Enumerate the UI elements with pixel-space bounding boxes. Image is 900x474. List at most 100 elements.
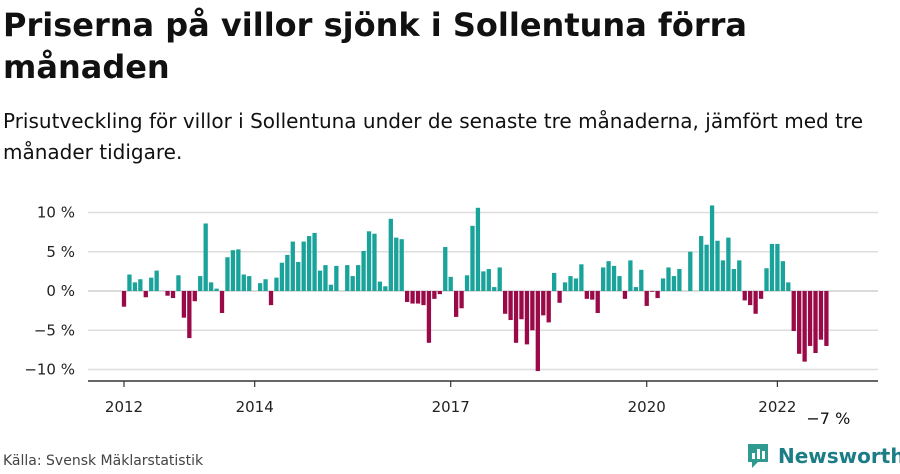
bar <box>296 261 301 291</box>
bar <box>573 278 579 291</box>
bar <box>535 291 540 372</box>
bar <box>606 261 611 291</box>
bar <box>579 264 584 291</box>
bar <box>165 291 170 296</box>
bar <box>328 284 334 291</box>
bar <box>720 260 726 291</box>
bar <box>764 268 769 291</box>
bar <box>301 241 306 291</box>
bar <box>138 279 143 291</box>
bar <box>345 265 350 291</box>
bar <box>394 237 399 291</box>
bar <box>715 240 720 291</box>
bar <box>132 282 138 291</box>
bar <box>503 291 508 314</box>
bar <box>611 265 617 291</box>
y-tick-label: −10 % <box>24 361 75 379</box>
x-tick-label: 2012 <box>105 398 143 416</box>
bar <box>470 225 475 291</box>
bar <box>208 282 214 291</box>
bar <box>775 243 780 291</box>
bar <box>688 251 693 291</box>
y-tick-label: 10 % <box>37 204 75 222</box>
bar <box>257 283 263 291</box>
bar <box>704 244 709 291</box>
bar <box>377 281 383 291</box>
bar <box>361 250 366 291</box>
x-tick-label: 2017 <box>432 398 470 416</box>
bar <box>742 291 747 301</box>
bar <box>546 291 551 323</box>
bar <box>323 265 328 291</box>
bar <box>432 291 437 299</box>
bar <box>818 291 824 340</box>
bar <box>170 291 176 299</box>
bar <box>737 260 742 291</box>
bar <box>181 291 187 318</box>
bar <box>513 291 519 343</box>
bar <box>677 269 682 291</box>
bar <box>448 276 453 291</box>
bar <box>475 207 481 291</box>
bar <box>786 282 791 291</box>
bar <box>355 265 361 291</box>
bar <box>639 269 644 291</box>
x-tick-label: 2014 <box>236 398 274 416</box>
bar <box>508 291 513 321</box>
bar <box>568 276 573 291</box>
bar <box>780 261 785 291</box>
bar <box>415 291 421 304</box>
bar <box>622 291 628 299</box>
bar <box>285 254 290 291</box>
bar <box>552 272 557 291</box>
bar <box>590 291 595 300</box>
bar <box>219 291 225 313</box>
bar <box>617 276 622 291</box>
bar <box>802 291 807 362</box>
bar <box>731 269 736 291</box>
bar <box>671 276 677 291</box>
bar <box>453 291 459 317</box>
bar <box>753 291 758 314</box>
bar <box>127 274 132 291</box>
x-tick-label: 2022 <box>758 398 796 416</box>
bar <box>497 267 502 291</box>
bar <box>655 291 660 299</box>
bar <box>699 236 704 291</box>
bar <box>709 205 715 291</box>
bar <box>530 291 535 331</box>
bar <box>660 278 666 291</box>
bar <box>176 275 181 291</box>
newsworthy-logo-icon <box>748 444 768 468</box>
bar <box>437 291 442 295</box>
bar <box>557 291 562 303</box>
bar <box>644 291 649 306</box>
bar <box>595 291 600 313</box>
bar <box>824 291 829 346</box>
bar <box>350 276 355 291</box>
x-tick-label: 2020 <box>628 398 666 416</box>
chart-title: Priserna på villor sjönk i Sollentuna fö… <box>3 6 747 86</box>
bar <box>813 291 818 354</box>
y-tick-label: −5 % <box>34 321 75 339</box>
bar <box>372 233 377 291</box>
bar <box>410 291 415 304</box>
source-note: Källa: Svensk Mäklarstatistik <box>3 453 204 469</box>
bar <box>312 232 317 291</box>
bar <box>187 291 192 339</box>
bar <box>486 269 491 291</box>
bar <box>584 291 589 299</box>
bar <box>481 271 486 291</box>
bar <box>241 274 246 291</box>
bar <box>230 250 236 291</box>
brand-logo[interactable]: Newsworthy <box>746 442 900 470</box>
bar <box>399 239 404 291</box>
bar <box>459 291 464 309</box>
bar <box>562 282 568 291</box>
bar <box>421 291 426 306</box>
bar <box>541 291 546 316</box>
y-tick-label: 0 % <box>46 282 75 300</box>
brand-name: Newsworthy <box>778 444 900 468</box>
bar <box>317 270 323 291</box>
